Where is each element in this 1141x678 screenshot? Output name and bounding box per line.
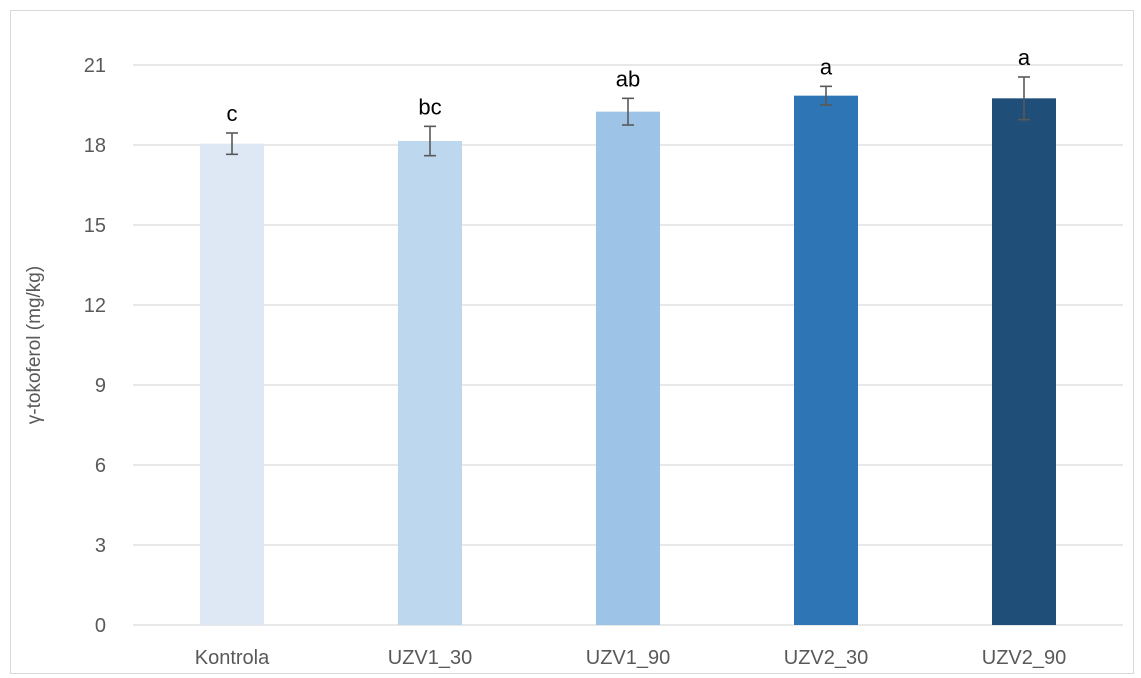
chart-frame [10, 10, 1134, 674]
error-bars [226, 76, 1030, 157]
bar-uzv2-30 [794, 95, 858, 625]
x-category-labels: Kontrola UZV1_30 UZV1_90 UZV2_30 UZV2_90 [195, 647, 1067, 669]
bar-uzv1-30 [398, 141, 462, 625]
bar-uzv1-90 [596, 111, 660, 625]
significance-letter: a [820, 54, 833, 79]
y-axis-label: γ-tokoferol (mg/kg) [24, 266, 45, 424]
y-tick-label: 6 [95, 455, 106, 477]
error-bar [1018, 76, 1030, 121]
bar-uzv2-90 [992, 98, 1056, 626]
x-category-label: UZV1_90 [586, 647, 671, 669]
error-bar [226, 132, 238, 156]
significance-letter: a [1018, 45, 1031, 70]
x-category-label: UZV1_30 [388, 647, 473, 669]
significance-letter: c [227, 101, 238, 126]
error-bar [820, 85, 832, 106]
significance-letters: c bc ab a a [227, 45, 1031, 126]
y-tick-label: 18 [84, 135, 106, 157]
y-tick-label: 9 [95, 375, 106, 397]
y-tick-label: 3 [95, 535, 106, 557]
significance-letter: bc [418, 94, 441, 119]
x-category-label: UZV2_90 [982, 647, 1067, 669]
y-tick-labels: 0 3 6 9 12 15 18 21 [84, 55, 106, 637]
y-tick-label: 0 [95, 615, 106, 637]
bars [200, 95, 1056, 626]
error-bar [622, 97, 634, 126]
y-tick-label: 21 [84, 55, 106, 77]
x-category-label: UZV2_30 [784, 647, 869, 669]
y-tick-label: 15 [84, 215, 106, 237]
error-bar [424, 125, 436, 157]
y-tick-label: 12 [84, 295, 106, 317]
significance-letter: ab [616, 66, 640, 91]
gridlines [133, 64, 1123, 626]
x-category-label: Kontrola [195, 647, 270, 669]
bar-kontrola [200, 143, 264, 625]
